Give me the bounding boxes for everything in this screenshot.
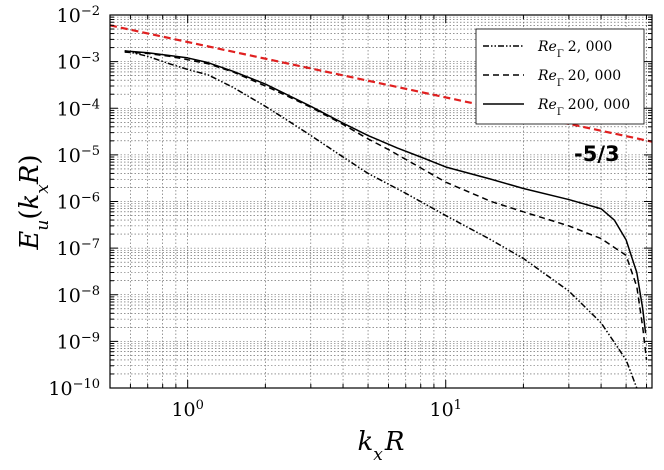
annotation-slope: -5/3 xyxy=(574,142,620,166)
y-tick-label: 10−9 xyxy=(57,330,100,354)
legend: ReΓ 2, 000 ReΓ 20, 000 ReΓ 200, 000 xyxy=(475,28,645,125)
y-tick-label: 10−2 xyxy=(57,4,100,28)
x-tick-label: 101 xyxy=(429,398,461,422)
y-tick-label: 10−8 xyxy=(57,283,100,307)
series-layer xyxy=(124,50,648,389)
x-tick-label: 100 xyxy=(171,398,203,422)
y-tick-label: 10−10 xyxy=(48,377,100,401)
series-line-1 xyxy=(124,51,648,361)
y-tick-label: 10−5 xyxy=(57,143,100,167)
ticks-layer xyxy=(109,14,652,389)
legend-label-2000: ReΓ 2, 000 xyxy=(537,39,612,60)
y-tick-label: 10−4 xyxy=(57,97,100,121)
legend-label-200000: ReΓ 200, 000 xyxy=(537,97,630,118)
reference-line-minus-five-thirds xyxy=(109,24,653,143)
x-tick-labels: 100 101 xyxy=(171,398,462,422)
series-line-0 xyxy=(124,50,638,389)
y-tick-label: 10−7 xyxy=(57,237,100,261)
y-tick-label: 10−3 xyxy=(57,50,100,74)
legend-label-20000: ReΓ 20, 000 xyxy=(537,68,621,89)
series-line-2 xyxy=(124,50,647,334)
y-tick-label: 10−6 xyxy=(57,190,100,214)
legend-box xyxy=(475,28,645,125)
y-tick-labels: 10−10 10−9 10−8 10−7 10−6 10−5 10−4 10−3 10−2 xyxy=(48,4,100,401)
reference-line-layer xyxy=(109,24,653,143)
